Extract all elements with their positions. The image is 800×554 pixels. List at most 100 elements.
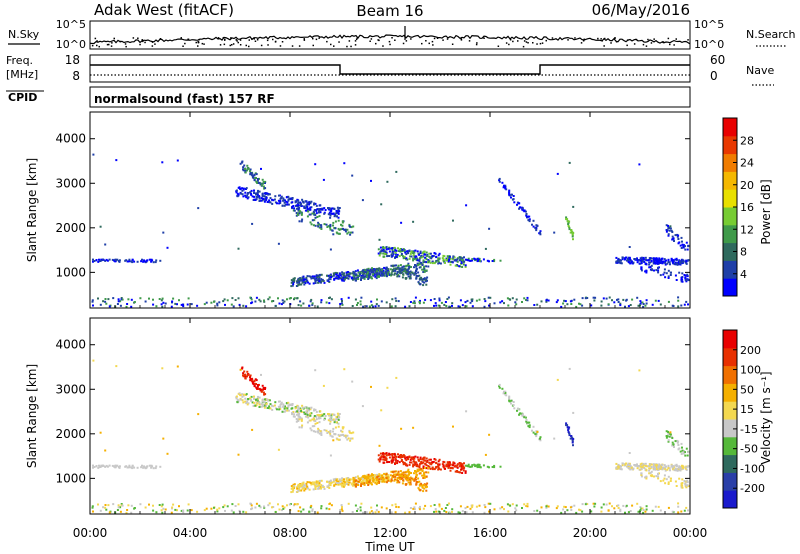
echo-cell <box>351 276 354 279</box>
echo-cell <box>397 470 400 473</box>
echo-cell <box>407 481 410 484</box>
echo-cell <box>449 463 452 466</box>
echo-cell <box>300 510 303 513</box>
echo-cell <box>317 221 320 224</box>
echo-cell <box>663 258 666 261</box>
echo-cell <box>121 504 124 507</box>
echo-cell <box>401 266 404 269</box>
colorbar-tick-label: -50 <box>740 443 758 456</box>
echo-cell <box>315 274 318 277</box>
echo-cell <box>425 464 428 467</box>
echo-cell <box>337 227 340 230</box>
echo-cell <box>636 296 639 299</box>
echo-cell <box>344 434 347 437</box>
echo-cell <box>260 167 262 170</box>
echo-cell <box>399 476 402 479</box>
echo-cell <box>424 256 427 259</box>
echo-cell <box>434 260 437 263</box>
echo-cell <box>296 281 299 284</box>
echo-cell <box>639 468 642 471</box>
echo-cell <box>437 463 439 466</box>
echo-cell <box>465 410 468 413</box>
echo-cell <box>287 203 290 206</box>
echo-cell <box>508 190 511 193</box>
echo-cell <box>422 250 425 253</box>
echo-cell <box>324 415 327 417</box>
echo-cell <box>298 278 301 281</box>
echo-cell <box>401 454 404 457</box>
echo-cell <box>341 426 344 429</box>
echo-cell <box>314 279 317 282</box>
echo-cell <box>507 304 510 307</box>
nsearch-point <box>180 37 182 39</box>
nsearch-point <box>239 39 242 41</box>
echo-cell <box>438 252 441 255</box>
echo-cell <box>352 274 355 277</box>
nsearch-point <box>217 37 220 39</box>
echo-cell <box>155 259 158 262</box>
echo-cell <box>119 304 122 307</box>
echo-cell <box>313 417 315 420</box>
nsearch-point <box>645 45 648 47</box>
echo-cell <box>316 414 319 417</box>
echo-cell <box>457 511 460 514</box>
echo-cell <box>382 269 385 272</box>
echo-cell <box>370 474 373 477</box>
echo-cell <box>636 261 639 264</box>
echo-cell <box>545 299 548 302</box>
echo-cell <box>435 256 438 259</box>
echo-cell <box>244 168 247 170</box>
echo-cell <box>665 430 668 433</box>
echo-cell <box>424 260 426 263</box>
echo-cell <box>385 246 388 249</box>
echo-cell <box>471 511 474 514</box>
echo-cell <box>510 399 513 402</box>
echo-cell <box>401 271 404 274</box>
echo-cell <box>680 278 683 281</box>
echo-cell <box>488 510 490 513</box>
echo-cell <box>570 229 573 231</box>
echo-cell <box>251 222 254 225</box>
echo-cell <box>369 275 372 278</box>
echo-cell <box>261 178 264 181</box>
echo-cell <box>466 505 469 508</box>
echo-cell <box>667 261 670 264</box>
echo-cell <box>371 267 373 270</box>
echo-cell <box>402 454 405 457</box>
echo-cell <box>617 466 620 469</box>
echo-cell <box>402 461 405 464</box>
echo-cell <box>306 206 309 208</box>
echo-cell <box>456 260 459 263</box>
nsearch-point <box>144 41 146 44</box>
echo-cell <box>523 416 526 419</box>
echo-cell <box>592 296 595 299</box>
echo-cell <box>116 509 119 511</box>
echo-cell <box>346 434 349 437</box>
echo-cell <box>568 426 571 429</box>
echo-cell <box>677 305 680 308</box>
echo-cell <box>531 223 533 226</box>
echo-cell <box>640 462 643 465</box>
echo-cell <box>120 298 123 301</box>
echo-cell <box>369 478 372 481</box>
echo-cell <box>104 243 107 246</box>
echo-cell <box>669 225 672 228</box>
echo-cell <box>388 479 391 482</box>
echo-cell <box>299 407 302 410</box>
echo-cell <box>442 258 445 261</box>
echo-cell <box>435 304 438 307</box>
echo-cell <box>304 200 307 203</box>
echo-cell <box>127 504 130 507</box>
nsearch-point <box>375 42 377 45</box>
echo-cell <box>377 458 380 461</box>
echo-cell <box>262 391 265 394</box>
echo-cell <box>126 509 129 511</box>
echo-cell <box>667 464 670 467</box>
echo-cell <box>298 283 301 286</box>
nsearch-point <box>350 45 352 48</box>
echo-cell <box>238 303 241 306</box>
echo-cell <box>343 162 346 165</box>
echo-cell <box>246 194 249 197</box>
echo-cell <box>663 464 666 467</box>
echo-cell <box>526 299 529 302</box>
